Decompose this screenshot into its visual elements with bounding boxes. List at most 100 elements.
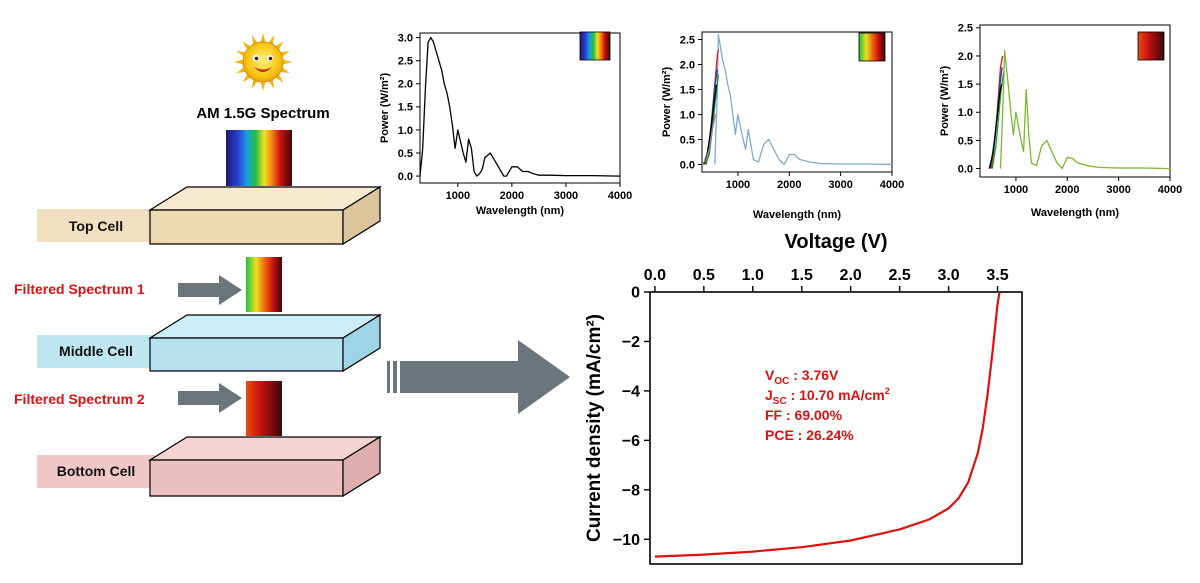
top-cell-block xyxy=(147,185,383,246)
middle-cell-label-band xyxy=(37,335,155,368)
filter-1-arrow-icon xyxy=(178,275,242,305)
x-tick-label: 2.0 xyxy=(840,267,862,284)
y-axis-label: Power (W/m²) xyxy=(379,73,391,144)
filtered-spectrum-2-label: Filtered Spectrum 2 xyxy=(14,391,145,407)
y-tick-label: −8 xyxy=(622,482,640,499)
top-cell-label-band xyxy=(37,209,155,242)
spectrum-plot-bottom: 1000 2000 3000 4000 0.0 0.5 1.0 1.5 2.0 2.5 Wavele… xyxy=(939,23,1182,219)
filter-2-arrow-icon xyxy=(178,383,242,413)
x-tick-label: 2000 xyxy=(1055,184,1079,196)
y-tick-label: 0.5 xyxy=(958,135,973,147)
y-tick-label: 0.5 xyxy=(398,148,413,160)
x-tick-label: 3000 xyxy=(554,190,578,202)
y-axis-label: Power (W/m²) xyxy=(939,66,951,137)
x-tick-label: 1.0 xyxy=(742,267,764,284)
bottom-cell-label-band xyxy=(37,455,155,488)
x-tick-label: 1000 xyxy=(446,190,470,202)
series-line-0 xyxy=(419,36,621,177)
y-tick-label: 0.0 xyxy=(958,163,973,175)
plot-frame xyxy=(419,32,621,184)
x-tick-label: 2000 xyxy=(777,179,801,191)
filtered-spectrum-1-label: Filtered Spectrum 1 xyxy=(14,281,145,297)
result-arrow-icon xyxy=(387,340,570,414)
full-spectrum-swatch xyxy=(226,130,292,186)
spectrum-title: AM 1.5G Spectrum xyxy=(196,105,329,122)
smiling-sun-icon xyxy=(234,33,292,91)
series-line-4 xyxy=(988,83,1003,169)
top-cell-label: Top Cell xyxy=(69,218,123,234)
x-tick-label: 4000 xyxy=(608,190,632,202)
x-tick-label: 1.5 xyxy=(791,267,813,284)
pce-text: PCE : 26.24% xyxy=(765,427,854,443)
jv-curve-plot: 0.0 0.5 1.0 1.5 2.0 2.5 3.0 3.5 0 −2 −4 −6 −8 −10 Volt… xyxy=(584,231,1023,565)
y-tick-label: 3.0 xyxy=(398,32,413,44)
x-tick-label: 3000 xyxy=(828,179,852,191)
series-line-4 xyxy=(702,84,718,165)
spectrum-plot-middle: 1000 2000 3000 4000 0.0 0.5 1.0 1.5 2.0 2.5 Wavele… xyxy=(661,31,904,221)
y-tick-label: 2.5 xyxy=(958,23,973,35)
x-tick-label: 0.5 xyxy=(693,267,715,284)
y-tick-label: 2.5 xyxy=(398,56,413,68)
y-tick-label: 0 xyxy=(631,285,640,302)
series-line-5 xyxy=(701,114,717,165)
y-tick-label: −4 xyxy=(622,384,640,401)
filtered-spectrum-1-swatch xyxy=(246,257,282,312)
y-tick-label: 2.0 xyxy=(680,59,695,71)
x-tick-label: 4000 xyxy=(880,179,904,191)
x-tick-label: 3000 xyxy=(1106,184,1130,196)
filtered-spectrum-2-swatch xyxy=(246,381,282,436)
x-axis-label: Wavelength (nm) xyxy=(476,205,565,217)
y-tick-label: 1.5 xyxy=(680,84,695,96)
y-tick-label: −2 xyxy=(622,334,640,351)
x-tick-label: 2000 xyxy=(500,190,524,202)
x-axis-label: Voltage (V) xyxy=(785,231,888,253)
sun-ray xyxy=(260,33,266,44)
spectrum-bottom-swatch xyxy=(1137,31,1165,61)
sun-ray xyxy=(260,80,266,91)
jsc-text: JSC : 10.70 mA/cm2 xyxy=(765,386,890,407)
plot-frame xyxy=(701,31,893,173)
x-tick-label: 4000 xyxy=(1158,184,1182,196)
bottom-cell-block xyxy=(147,435,383,498)
sun-ray xyxy=(281,59,292,65)
spectrum-middle-swatch xyxy=(858,32,886,62)
y-tick-label: 2.5 xyxy=(680,34,695,46)
ff-text: FF : 69.00% xyxy=(765,407,843,423)
y-tick-label: 1.5 xyxy=(398,102,413,114)
tandem-stack-diagram: AM 1.5G Spectrum Top Cell Filtered Spect… xyxy=(14,33,570,498)
series-line-0 xyxy=(654,291,1001,558)
x-tick-label: 3.5 xyxy=(986,267,1008,284)
y-axis-label: Current density (mA/cm²) xyxy=(584,314,605,542)
voc-text: VOC : 3.76V xyxy=(765,367,839,387)
x-axis-label: Wavelength (nm) xyxy=(753,209,842,221)
x-tick-label: 0.0 xyxy=(644,267,666,284)
y-tick-label: 2.0 xyxy=(958,51,973,63)
x-tick-label: 1000 xyxy=(1004,184,1028,196)
y-tick-label: 1.5 xyxy=(958,79,973,91)
middle-cell-block xyxy=(147,313,383,373)
y-axis-label: Power (W/m²) xyxy=(661,67,673,138)
series-line-0 xyxy=(714,33,893,166)
y-tick-label: 2.0 xyxy=(398,79,413,91)
y-tick-label: 1.0 xyxy=(398,125,413,137)
spectrum-plot-top: 1000 2000 3000 4000 0.0 0.5 1.0 1.5 2.0 2.5 3.0 Wav… xyxy=(379,32,632,217)
middle-cell-label: Middle Cell xyxy=(59,343,133,359)
plot-frame xyxy=(649,291,1023,565)
x-tick-label: 3.0 xyxy=(937,267,959,284)
series-line-3 xyxy=(991,72,1005,169)
x-tick-label: 2.5 xyxy=(889,267,911,284)
y-tick-label: 0.0 xyxy=(680,159,695,171)
plot-frame xyxy=(979,24,1171,178)
y-tick-label: 0.5 xyxy=(680,134,695,146)
y-tick-label: 1.0 xyxy=(958,107,973,119)
jv-parameters: VOC : 3.76V JSC : 10.70 mA/cm2 FF : 69.0… xyxy=(765,367,890,443)
spectrum-top-swatch xyxy=(579,31,611,61)
y-tick-label: 1.0 xyxy=(680,109,695,121)
series-line-0 xyxy=(999,49,1171,170)
x-axis-label: Wavelength (nm) xyxy=(1031,207,1120,219)
y-tick-label: −10 xyxy=(613,532,640,549)
sun-ray xyxy=(234,59,245,65)
bottom-cell-label: Bottom Cell xyxy=(57,463,136,479)
y-tick-label: 0.0 xyxy=(398,171,413,183)
